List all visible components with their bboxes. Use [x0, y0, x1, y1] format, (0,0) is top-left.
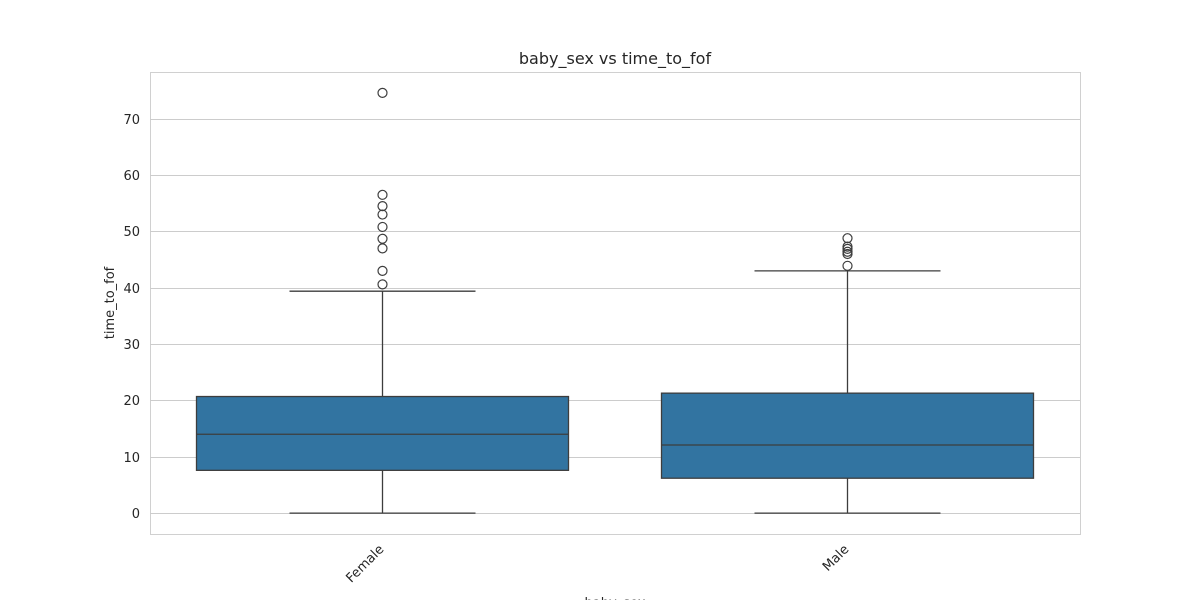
- y-tick-label: 20: [123, 394, 140, 409]
- outlier-point: [842, 246, 853, 257]
- x-axis-label: baby_sex: [585, 596, 646, 600]
- y-tick-label: 40: [123, 282, 140, 297]
- outlier-point: [377, 189, 388, 200]
- chart-title: baby_sex vs time_to_fof: [519, 49, 712, 69]
- y-tick-label: 0: [132, 507, 140, 522]
- outlier-point: [377, 221, 388, 233]
- y-tick-label: 10: [123, 451, 140, 466]
- outlier-point: [377, 233, 388, 244]
- y-tick-label: 30: [123, 338, 140, 353]
- y-tick-label: 60: [123, 169, 140, 184]
- y-axis-label: time_to_fof: [103, 266, 118, 339]
- outlier-point: [842, 233, 853, 244]
- outlier-point: [377, 200, 388, 212]
- y-tick-label: 70: [123, 113, 140, 128]
- box-iqr: [660, 392, 1035, 479]
- box-iqr: [195, 395, 570, 471]
- x-tick-label: Male: [820, 542, 852, 574]
- outlier-point: [377, 265, 388, 276]
- y-tick-label: 50: [123, 225, 140, 240]
- x-tick-label: Female: [343, 542, 387, 586]
- outlier-point: [377, 87, 388, 98]
- outlier-point: [377, 279, 388, 290]
- outlier-point: [842, 260, 853, 271]
